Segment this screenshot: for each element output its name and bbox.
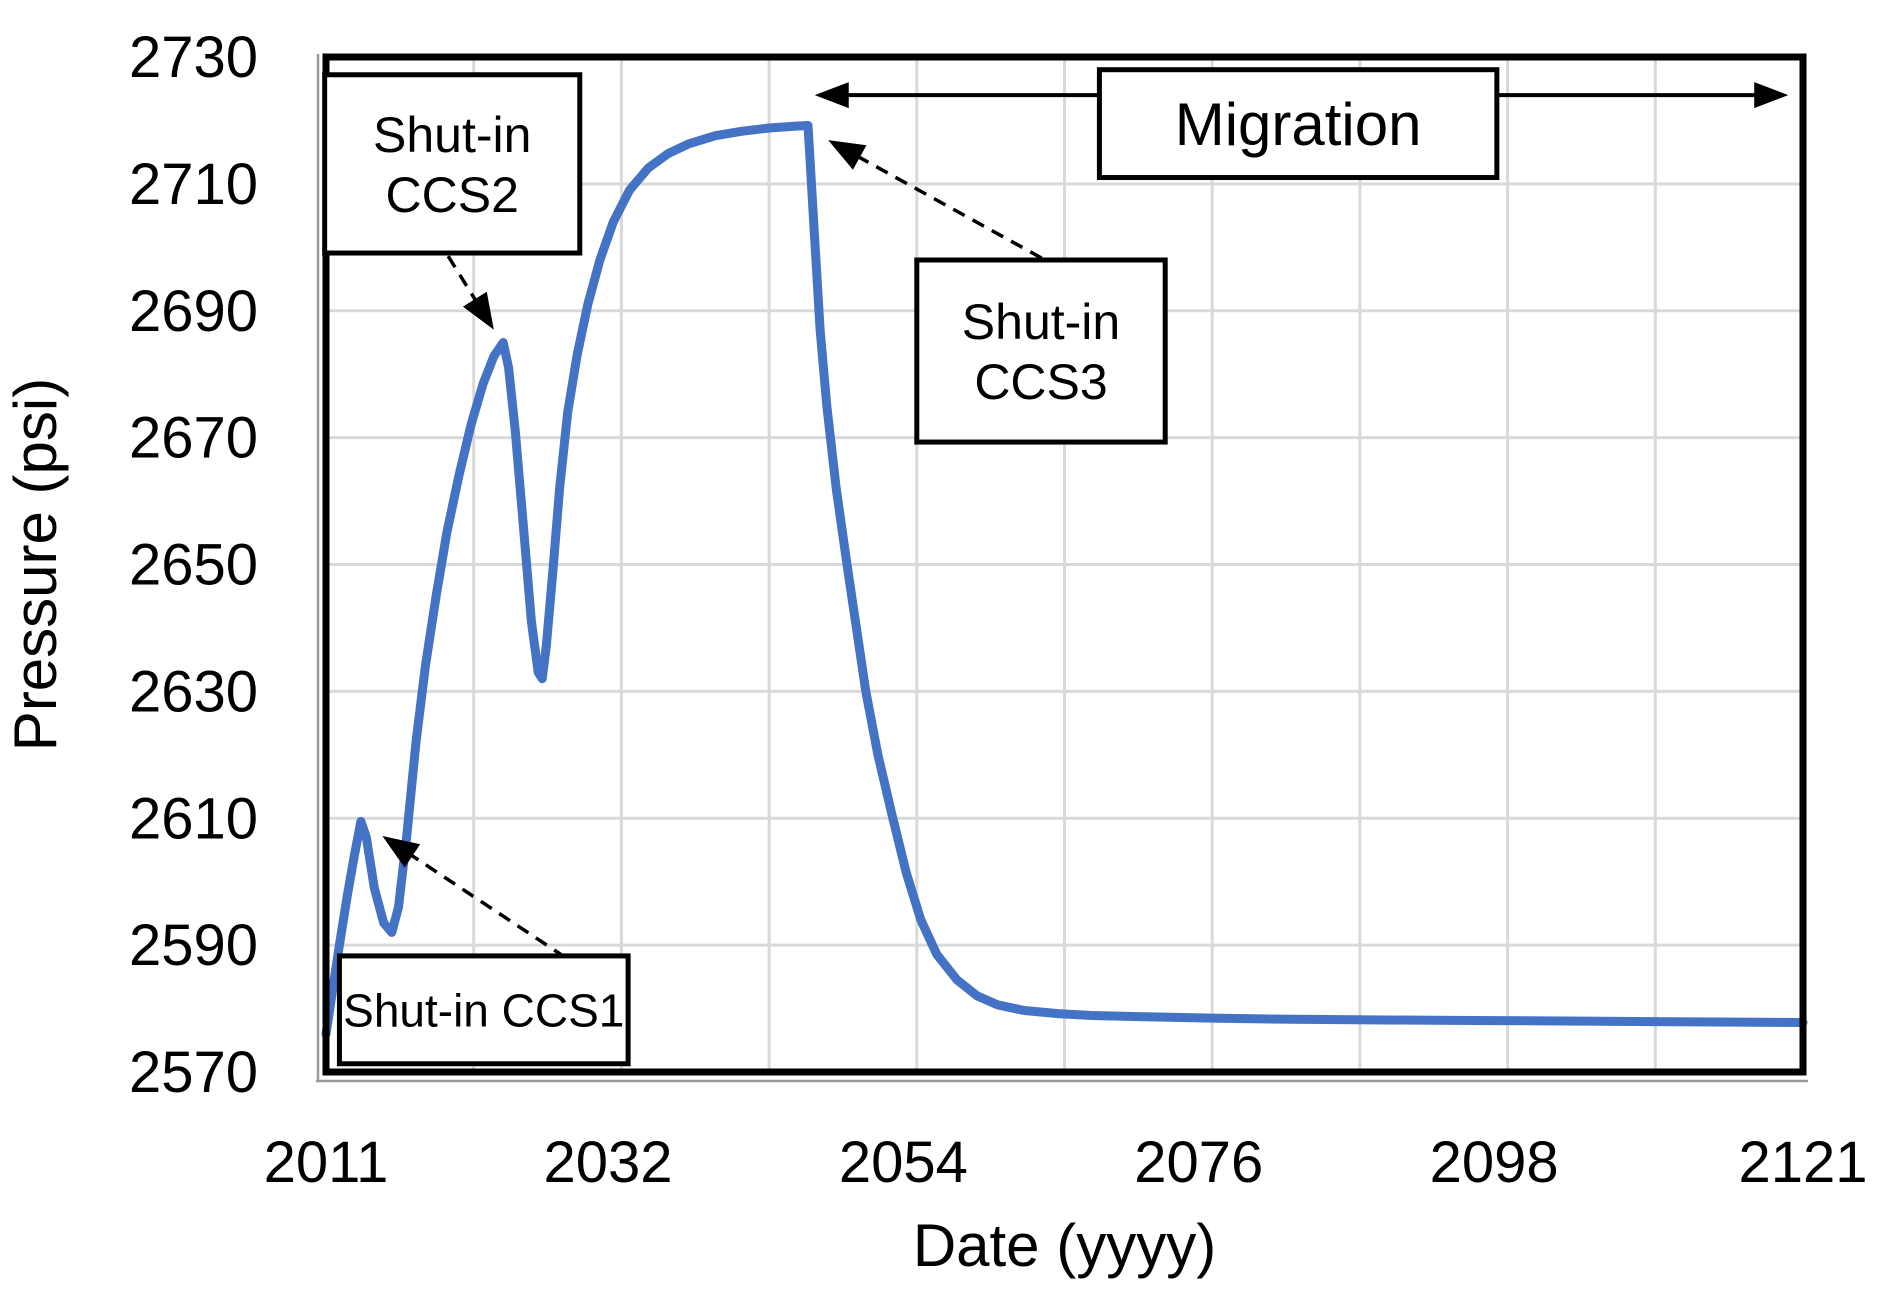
x-tick-label: 2032 xyxy=(543,1130,672,1195)
y-tick-label: 2570 xyxy=(129,1040,258,1105)
shut-in-ccs2-label: Shut-in xyxy=(373,107,531,163)
shut-in-ccs1-box xyxy=(336,953,631,1067)
y-tick-label: 2670 xyxy=(129,406,258,471)
ccs1-pointer-arrowhead-icon xyxy=(382,836,421,868)
y-tick-label: 2590 xyxy=(129,913,258,978)
y-tick-label: 2610 xyxy=(129,786,258,851)
shut-in-ccs3-label: CCS3 xyxy=(974,354,1107,410)
shut-in-ccs2-label: CCS2 xyxy=(386,167,519,223)
ccs2-pointer-arrowhead-icon xyxy=(462,291,494,330)
y-axis-title: Pressure (psi) xyxy=(2,378,69,751)
migration-arrowhead-right-icon xyxy=(1754,82,1789,109)
ccs3-pointer-arrowhead-icon xyxy=(828,140,867,170)
migration-label: Migration xyxy=(1175,91,1422,158)
y-tick-label: 2710 xyxy=(129,152,258,217)
x-axis-title: Date (yyyy) xyxy=(913,1212,1216,1279)
x-tick-label: 2098 xyxy=(1430,1130,1559,1195)
shut-in-ccs1-label: Shut-in CCS1 xyxy=(343,984,624,1036)
shut-in-ccs3-box xyxy=(914,257,1168,445)
x-tick-label: 2076 xyxy=(1134,1130,1263,1195)
y-tick-label: 2650 xyxy=(129,533,258,598)
plot-border xyxy=(322,53,1807,1076)
ccs1-pointer-dashed-line xyxy=(399,846,566,959)
ccs3-pointer-dashed-line xyxy=(846,149,1043,260)
migration-arrowhead-left-icon xyxy=(814,82,849,109)
shut-in-ccs3-label: Shut-in xyxy=(962,294,1120,350)
migration-box xyxy=(1096,67,1500,181)
pressure-series-line xyxy=(321,121,1808,1039)
y-tick-label: 2690 xyxy=(129,279,258,344)
x-tick-label: 2121 xyxy=(1738,1130,1867,1195)
x-tick-label: 2054 xyxy=(839,1130,968,1195)
x-tick-label: 2011 xyxy=(264,1130,389,1195)
shut-in-ccs2-box xyxy=(322,72,583,256)
y-tick-label: 2730 xyxy=(129,25,258,90)
y-tick-label: 2630 xyxy=(129,659,258,724)
